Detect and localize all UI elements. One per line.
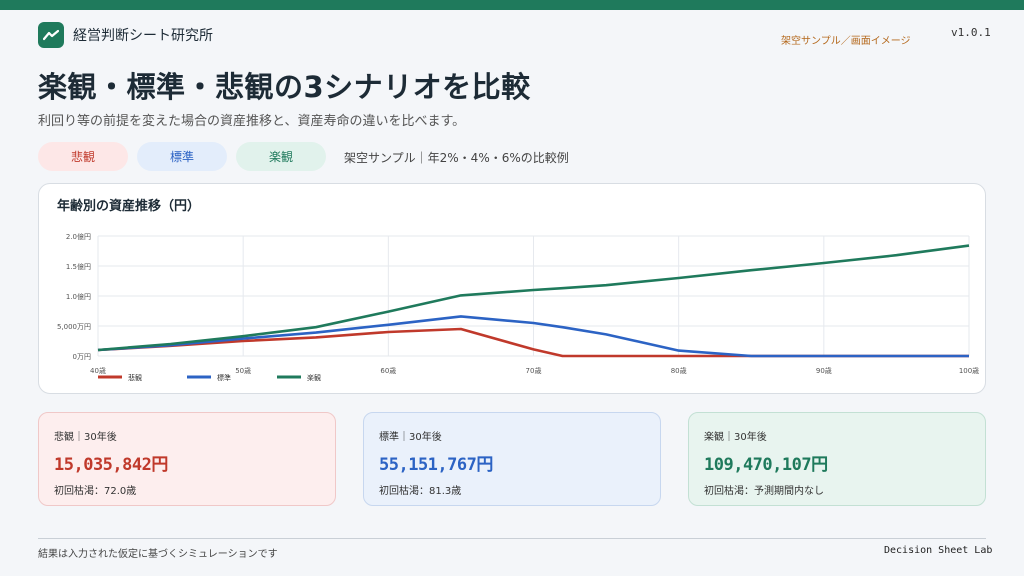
legend-label: 標準 <box>217 373 231 382</box>
version-label: v1.0.1 <box>951 26 991 39</box>
x-tick-label: 90歳 <box>816 366 832 375</box>
summary-card-depletion: 初回枯渇：予測期間内なし <box>704 486 824 497</box>
x-tick-label: 70歳 <box>526 366 542 375</box>
footer-credit: Decision Sheet Lab <box>884 545 993 556</box>
summary-card-label: 楽観｜30年後 <box>704 432 767 443</box>
summary-card-label: 悲観｜30年後 <box>54 432 117 443</box>
summary-card-pessimistic: 悲観｜30年後 15,035,842円 初回枯渇：72.0歳 <box>38 412 336 506</box>
y-tick-label: 1.0億円 <box>66 292 91 301</box>
x-tick-label: 60歳 <box>380 366 396 375</box>
page-title: 楽観・標準・悲観の3シナリオを比較 <box>38 70 531 104</box>
brand: 経営判断シート研究所 <box>38 22 213 48</box>
summary-card-standard: 標準｜30年後 55,151,767円 初回枯渇：81.3歳 <box>363 412 661 506</box>
footer-divider <box>38 538 986 539</box>
y-tick-label: 1.5億円 <box>66 262 91 271</box>
chart-card: 年齢別の資産推移（円） 0万円 5,000万円 1.0億円 1.5億円 2.0億円 40歳… <box>38 183 986 394</box>
summary-card-value: 55,151,767円 <box>379 455 493 475</box>
summary-card-depletion: 初回枯渇：81.3歳 <box>379 486 462 497</box>
top-accent-bar <box>0 0 1024 10</box>
x-tick-label: 80歳 <box>671 366 687 375</box>
legend-label: 楽観 <box>307 373 321 382</box>
brand-logo-icon <box>38 22 64 48</box>
scenario-note: 架空サンプル｜年2%・4%・6%の比較例 <box>344 151 569 165</box>
page-subtitle: 利回り等の前提を変えた場合の資産推移と、資産寿命の違いを比べます。 <box>38 114 466 129</box>
y-tick-label: 5,000万円 <box>57 323 91 331</box>
summary-card-value: 109,470,107円 <box>704 455 828 475</box>
scenario-pill-standard[interactable]: 標準 <box>137 142 227 171</box>
brand-name: 経営判断シート研究所 <box>73 28 213 44</box>
asset-trend-chart: 0万円 5,000万円 1.0億円 1.5億円 2.0億円 40歳 50歳 60歳 70歳 80歳… <box>57 232 979 382</box>
summary-card-label: 標準｜30年後 <box>379 432 442 443</box>
footer-note: 結果は入力された仮定に基づくシミュレーションです <box>38 549 278 560</box>
chart-title: 年齢別の資産推移（円） <box>57 199 201 214</box>
scenario-pill-optimistic[interactable]: 楽観 <box>236 142 326 171</box>
summary-card-optimistic: 楽観｜30年後 109,470,107円 初回枯渇：予測期間内なし <box>688 412 986 506</box>
y-tick-label: 0万円 <box>73 353 91 361</box>
summary-card-depletion: 初回枯渇：72.0歳 <box>54 486 137 497</box>
sample-tag: 架空サンプル／画面イメージ <box>781 36 911 47</box>
summary-card-value: 15,035,842円 <box>54 455 168 475</box>
y-tick-label: 2.0億円 <box>66 232 91 241</box>
series-line-standard <box>97 315 969 358</box>
series-line-optimistic <box>97 244 970 352</box>
x-tick-label: 100歳 <box>959 366 979 375</box>
x-tick-label: 40歳 <box>90 366 106 375</box>
scenario-pill-pessimistic[interactable]: 悲観 <box>38 142 128 171</box>
legend-label: 悲観 <box>128 373 142 382</box>
x-tick-label: 50歳 <box>235 366 251 375</box>
